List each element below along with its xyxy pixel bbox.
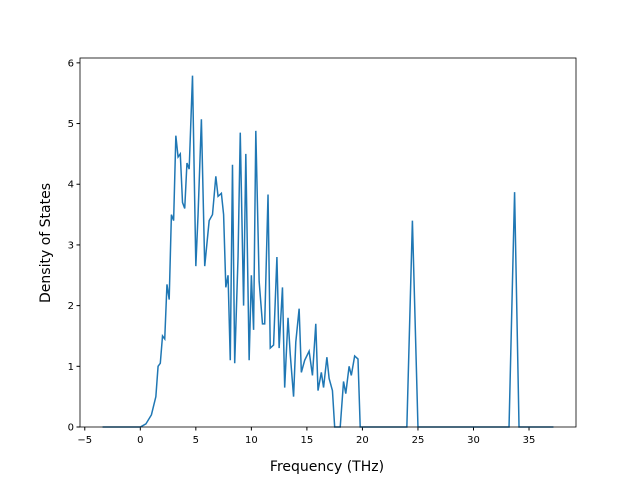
x-tick-label: 5 — [193, 435, 199, 446]
x-tick-label: 15 — [301, 435, 314, 446]
x-tick-label: 10 — [245, 435, 258, 446]
x-tick-label: 0 — [137, 435, 143, 446]
x-axis-label: Frequency (THz) — [270, 459, 384, 475]
y-tick-label: 0 — [68, 423, 74, 434]
y-tick-label: 2 — [68, 301, 74, 312]
y-tick-label: 1 — [68, 362, 74, 373]
y-tick-label: 3 — [68, 240, 74, 251]
y-tick-label: 4 — [68, 180, 74, 191]
y-tick-label: 5 — [68, 119, 74, 130]
y-tick-label: 6 — [68, 58, 74, 69]
x-tick-label: 20 — [356, 435, 369, 446]
y-axis-label: Density of States — [38, 183, 54, 303]
x-tick-label: 25 — [412, 435, 425, 446]
x-tick-label: 30 — [467, 435, 480, 446]
data-line — [102, 75, 554, 428]
x-tick-label: −5 — [77, 435, 92, 446]
x-tick-label: 35 — [523, 435, 536, 446]
plot-frame — [79, 57, 577, 428]
